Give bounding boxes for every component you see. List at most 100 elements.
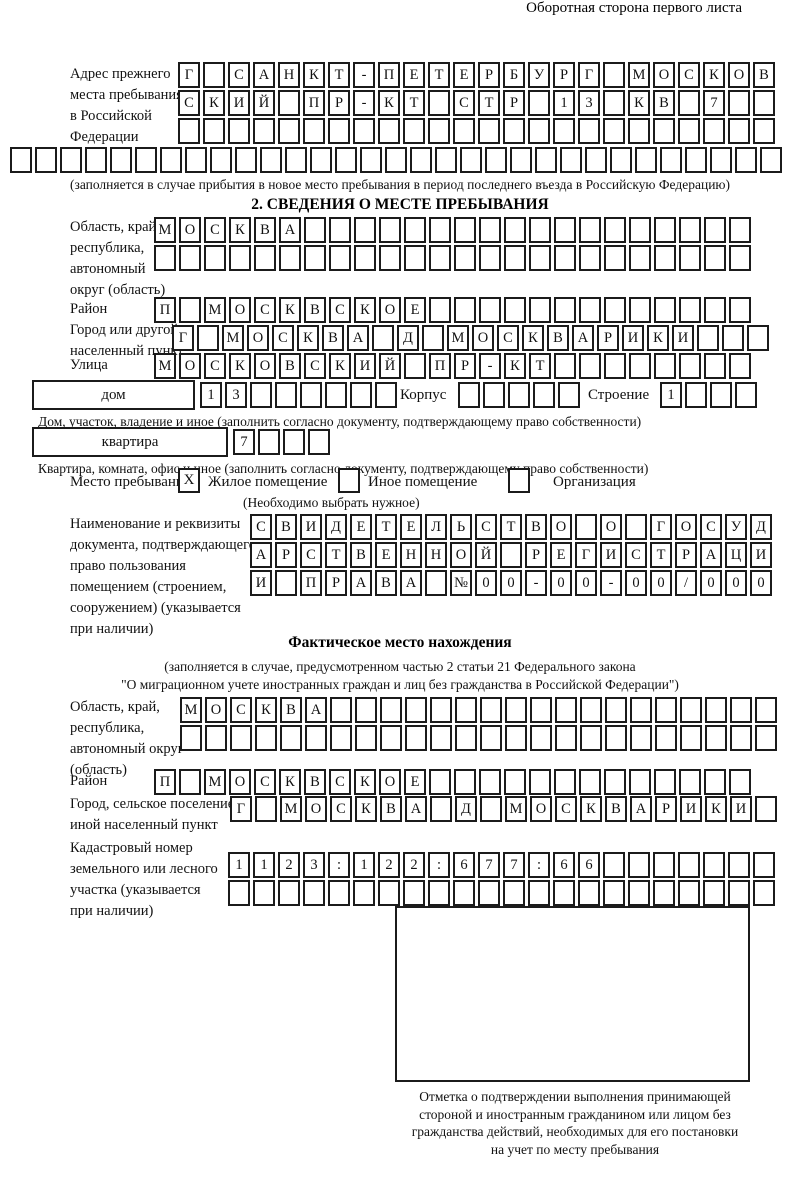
char-box[interactable] [554, 217, 576, 243]
char-box[interactable]: В [304, 769, 326, 795]
char-box[interactable]: 0 [625, 570, 647, 596]
char-box[interactable] [405, 697, 427, 723]
char-box[interactable]: Т [375, 514, 397, 540]
char-box[interactable] [604, 245, 626, 271]
char-box[interactable] [529, 217, 551, 243]
char-box[interactable] [710, 382, 732, 408]
char-box[interactable] [425, 570, 447, 596]
char-box[interactable]: И [300, 514, 322, 540]
char-box[interactable] [335, 147, 357, 173]
char-box[interactable]: 0 [550, 570, 572, 596]
char-box[interactable]: О [205, 697, 227, 723]
char-box[interactable] [185, 147, 207, 173]
char-box[interactable] [405, 725, 427, 751]
char-box[interactable]: М [280, 796, 302, 822]
char-box[interactable] [729, 245, 751, 271]
char-box[interactable] [755, 697, 777, 723]
char-box[interactable] [753, 852, 775, 878]
char-box[interactable] [678, 90, 700, 116]
char-box[interactable]: С [625, 542, 647, 568]
char-box[interactable] [500, 542, 522, 568]
char-box[interactable] [760, 147, 782, 173]
char-box[interactable] [354, 245, 376, 271]
char-box[interactable] [530, 725, 552, 751]
char-box[interactable] [728, 90, 750, 116]
char-box[interactable]: : [528, 852, 550, 878]
char-box[interactable] [728, 118, 750, 144]
char-box[interactable] [250, 382, 272, 408]
char-box[interactable] [380, 697, 402, 723]
char-box[interactable]: В [275, 514, 297, 540]
char-box[interactable]: 0 [725, 570, 747, 596]
char-box[interactable] [283, 429, 305, 455]
char-box[interactable] [60, 147, 82, 173]
char-box[interactable]: М [154, 217, 176, 243]
char-box[interactable]: С [230, 697, 252, 723]
char-box[interactable] [653, 118, 675, 144]
char-box[interactable] [553, 880, 575, 906]
char-box[interactable] [454, 297, 476, 323]
char-box[interactable] [554, 297, 576, 323]
char-box[interactable] [458, 382, 480, 408]
char-box[interactable]: С [228, 62, 250, 88]
char-box[interactable]: Т [328, 62, 350, 88]
char-box[interactable]: В [350, 542, 372, 568]
char-box[interactable] [428, 880, 450, 906]
char-box[interactable] [735, 382, 757, 408]
char-box[interactable] [685, 382, 707, 408]
char-box[interactable]: М [204, 297, 226, 323]
char-box[interactable]: К [504, 353, 526, 379]
char-box[interactable] [654, 217, 676, 243]
char-box[interactable] [578, 118, 600, 144]
char-box[interactable] [385, 147, 407, 173]
char-box[interactable] [253, 118, 275, 144]
char-box[interactable]: 1 [553, 90, 575, 116]
char-box[interactable]: Й [253, 90, 275, 116]
char-box[interactable]: 1 [200, 382, 222, 408]
char-box[interactable] [528, 90, 550, 116]
char-box[interactable] [679, 353, 701, 379]
char-box[interactable]: К [279, 297, 301, 323]
char-box[interactable] [355, 725, 377, 751]
char-box[interactable]: О [229, 769, 251, 795]
char-box[interactable] [179, 245, 201, 271]
char-box[interactable]: Ь [450, 514, 472, 540]
char-box[interactable] [705, 725, 727, 751]
char-box[interactable] [729, 353, 751, 379]
char-box[interactable]: 3 [303, 852, 325, 878]
char-box[interactable] [275, 570, 297, 596]
char-box[interactable] [629, 769, 651, 795]
char-box[interactable] [555, 697, 577, 723]
char-box[interactable]: : [328, 852, 350, 878]
char-box[interactable] [654, 297, 676, 323]
char-box[interactable]: А [253, 62, 275, 88]
char-box[interactable] [253, 880, 275, 906]
char-box[interactable] [660, 147, 682, 173]
char-box[interactable] [203, 62, 225, 88]
char-box[interactable]: С [329, 769, 351, 795]
char-box[interactable]: И [354, 353, 376, 379]
char-box[interactable] [704, 217, 726, 243]
char-box[interactable] [204, 245, 226, 271]
char-box[interactable]: 7 [478, 852, 500, 878]
char-box[interactable]: А [250, 542, 272, 568]
char-box[interactable] [135, 147, 157, 173]
char-box[interactable] [160, 147, 182, 173]
char-box[interactable]: О [379, 769, 401, 795]
char-box[interactable] [625, 514, 647, 540]
char-box[interactable] [753, 90, 775, 116]
char-box[interactable]: М [447, 325, 469, 351]
char-box[interactable] [329, 245, 351, 271]
char-box[interactable]: А [279, 217, 301, 243]
stay-type-checkbox-organization[interactable] [508, 468, 530, 493]
char-box[interactable] [325, 382, 347, 408]
char-box[interactable] [629, 245, 651, 271]
char-box[interactable] [205, 725, 227, 751]
char-box[interactable]: 6 [453, 852, 475, 878]
char-box[interactable] [560, 147, 582, 173]
char-box[interactable] [303, 880, 325, 906]
char-box[interactable] [429, 297, 451, 323]
char-box[interactable]: А [630, 796, 652, 822]
char-box[interactable]: В [547, 325, 569, 351]
char-box[interactable]: Н [400, 542, 422, 568]
